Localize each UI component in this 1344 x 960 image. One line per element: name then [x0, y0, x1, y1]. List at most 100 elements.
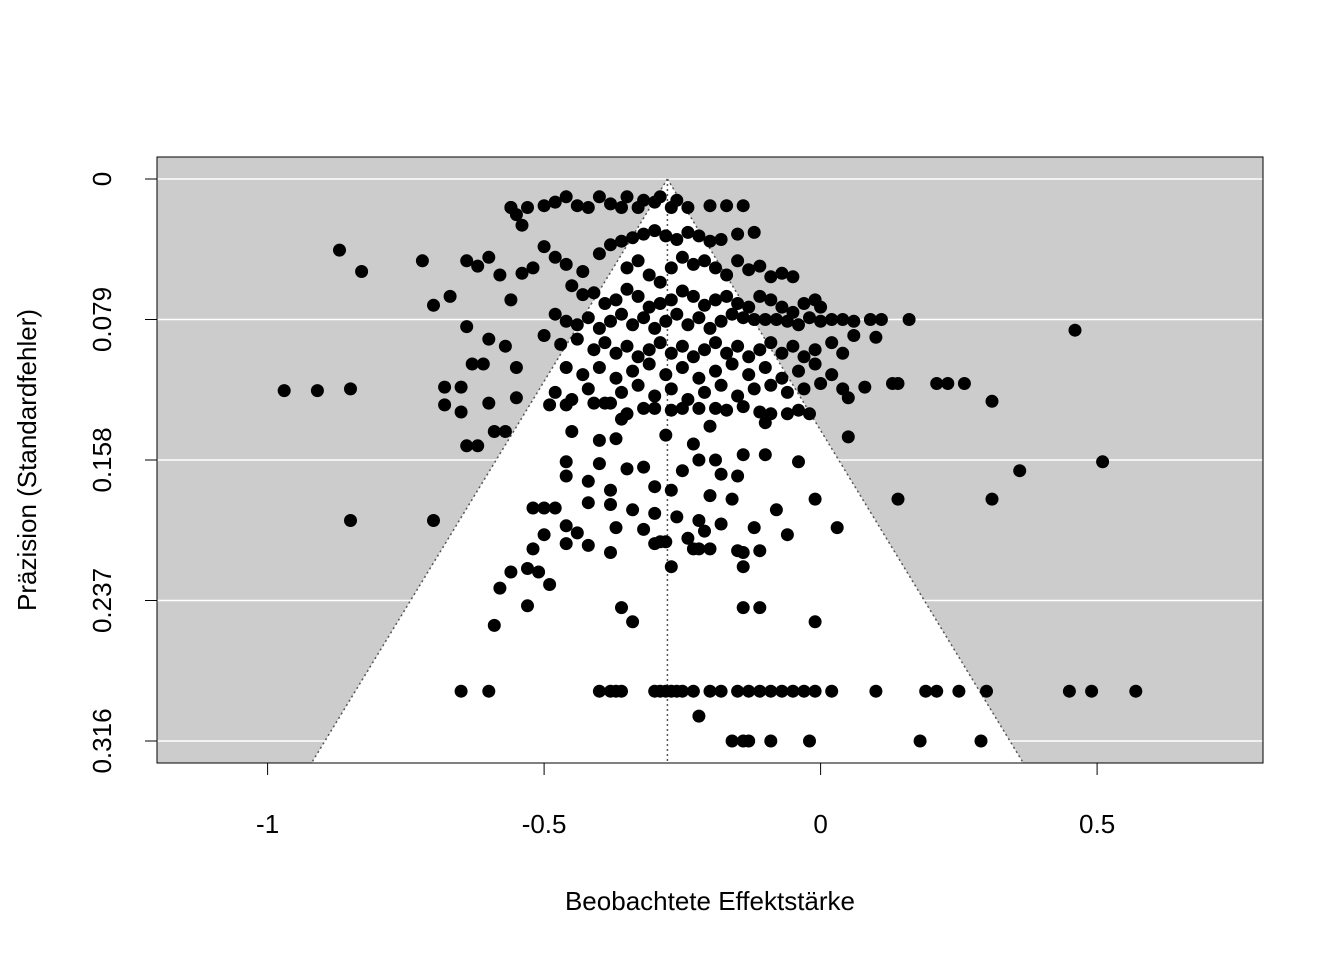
data-point	[504, 293, 518, 307]
data-point	[808, 684, 822, 698]
data-point	[476, 357, 490, 371]
data-point	[797, 297, 811, 310]
y-axis: 0 0.079 0.158 0.237 0.316	[87, 172, 157, 774]
data-point	[803, 311, 816, 325]
data-point	[985, 492, 999, 506]
data-point	[615, 307, 628, 321]
data-point	[648, 389, 662, 403]
data-point	[786, 684, 800, 698]
data-point	[615, 684, 628, 698]
data-point	[565, 279, 579, 293]
data-point	[742, 350, 756, 364]
y-tick-label: 0.158	[87, 427, 117, 492]
data-point	[615, 201, 628, 214]
y-tick-label: 0	[87, 172, 117, 186]
data-point	[543, 398, 557, 412]
data-point	[792, 318, 805, 332]
data-point	[487, 618, 501, 632]
data-point	[548, 307, 562, 321]
data-point	[670, 307, 684, 321]
data-point	[626, 231, 640, 245]
data-point	[664, 346, 678, 360]
data-point	[825, 368, 839, 382]
data-point	[581, 382, 595, 396]
data-point	[869, 330, 883, 344]
data-point	[703, 489, 717, 503]
data-point	[615, 234, 628, 248]
data-point	[686, 437, 700, 451]
data-point	[620, 190, 634, 204]
data-point	[747, 521, 761, 535]
data-point	[604, 546, 617, 559]
data-point	[587, 343, 601, 357]
data-point	[559, 537, 573, 551]
data-point	[675, 250, 689, 264]
data-point	[709, 364, 722, 378]
data-point	[559, 455, 573, 469]
data-point	[764, 270, 778, 284]
data-point	[438, 398, 452, 412]
data-point	[537, 240, 551, 254]
data-point	[714, 233, 728, 246]
data-point	[604, 314, 617, 328]
data-point	[664, 403, 678, 417]
data-point	[587, 396, 601, 410]
data-point	[548, 195, 562, 209]
data-point	[521, 201, 534, 214]
data-point	[598, 297, 612, 310]
data-point	[559, 257, 573, 271]
data-point	[526, 501, 540, 515]
data-point	[703, 684, 717, 698]
data-point	[631, 378, 645, 392]
data-point	[780, 314, 794, 328]
data-point	[681, 318, 695, 332]
data-point	[736, 448, 750, 462]
data-point	[615, 385, 628, 399]
data-point	[830, 521, 844, 535]
data-point	[714, 467, 728, 481]
data-point	[863, 313, 877, 326]
data-point	[698, 524, 711, 538]
data-point	[631, 254, 645, 268]
data-point	[758, 313, 772, 326]
data-point	[1096, 455, 1110, 469]
data-point	[675, 361, 689, 374]
data-point	[825, 336, 839, 350]
data-point	[731, 389, 745, 403]
data-point	[482, 332, 496, 346]
data-point	[780, 385, 794, 399]
data-point	[780, 407, 794, 421]
data-point	[653, 275, 667, 289]
data-point	[609, 432, 623, 446]
data-point	[427, 298, 440, 312]
data-point	[753, 289, 767, 303]
data-point	[559, 190, 573, 204]
data-point	[692, 311, 706, 325]
data-point	[664, 382, 678, 396]
data-point	[714, 517, 728, 531]
data-point	[742, 684, 756, 698]
data-point	[720, 346, 734, 360]
data-point	[626, 615, 640, 629]
data-point	[720, 199, 734, 213]
data-point	[847, 329, 861, 342]
data-point	[941, 377, 955, 390]
data-point	[709, 293, 722, 307]
data-point	[653, 297, 667, 310]
data-point	[869, 684, 883, 698]
y-tick-label: 0.237	[87, 568, 117, 633]
data-point	[493, 268, 507, 282]
data-point	[498, 425, 512, 438]
data-point	[620, 462, 634, 476]
data-point	[465, 357, 479, 371]
data-point	[355, 265, 369, 278]
x-tick-label: -1	[256, 809, 279, 839]
data-point	[626, 318, 640, 332]
data-point	[454, 405, 468, 419]
data-point	[891, 377, 905, 390]
data-point	[482, 250, 496, 264]
data-point	[637, 460, 651, 474]
data-point	[642, 300, 656, 314]
data-point	[808, 615, 822, 629]
data-point	[675, 464, 689, 478]
